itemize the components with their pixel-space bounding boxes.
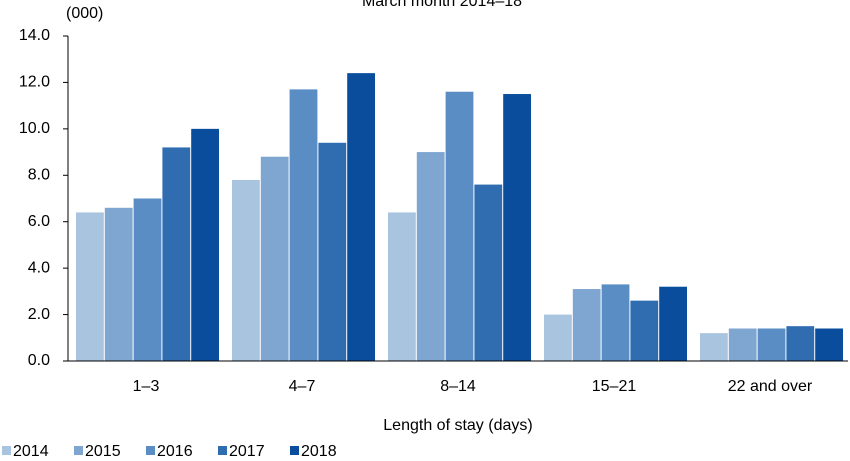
bar <box>76 212 104 361</box>
bar <box>659 286 687 361</box>
legend-label: 2017 <box>229 443 265 460</box>
bar <box>232 179 260 361</box>
bar <box>601 284 630 361</box>
y-tick-label: 6.0 <box>28 213 50 230</box>
y-axis-label: (000) <box>66 5 103 22</box>
bar <box>786 326 815 361</box>
x-tick-label: 4–7 <box>289 378 316 395</box>
x-tick-label: 22 and over <box>728 378 813 395</box>
bar <box>700 333 728 361</box>
legend-label: 2018 <box>301 443 337 460</box>
bar <box>728 328 757 361</box>
bar <box>815 328 843 361</box>
bar <box>388 212 416 361</box>
x-axis-label: Length of stay (days) <box>383 417 532 434</box>
y-tick-label: 8.0 <box>28 167 50 184</box>
y-tick-label: 12.0 <box>19 74 50 91</box>
y-tick-label: 10.0 <box>19 120 50 137</box>
legend-label: 2014 <box>13 443 49 460</box>
legend-swatch <box>290 446 299 455</box>
y-tick-label: 14.0 <box>19 27 50 44</box>
chart-title: March month 2014–18 <box>362 0 522 10</box>
bar <box>445 91 474 361</box>
bar <box>347 73 375 362</box>
bar <box>133 198 162 361</box>
bar <box>544 314 572 361</box>
bar <box>162 147 191 361</box>
bar <box>630 300 659 361</box>
y-tick-label: 2.0 <box>28 306 50 323</box>
x-tick-label: 8–14 <box>440 378 476 395</box>
bar <box>191 128 219 361</box>
bar <box>416 152 445 361</box>
bar <box>572 289 601 361</box>
bar <box>289 89 318 362</box>
legend-label: 2016 <box>157 443 193 460</box>
legend-swatch <box>74 446 83 455</box>
bar <box>318 142 347 361</box>
legend-label: 2015 <box>85 443 121 460</box>
legend-swatch <box>146 446 155 455</box>
bar <box>104 207 133 361</box>
y-tick-label: 0.0 <box>28 352 50 369</box>
y-tick-label: 4.0 <box>28 259 50 276</box>
bar <box>757 328 786 361</box>
x-tick-label: 15–21 <box>592 378 637 395</box>
bar <box>503 94 531 362</box>
x-tick-label: 1–3 <box>133 378 160 395</box>
bar <box>260 156 289 361</box>
legend-swatch <box>218 446 227 455</box>
bar <box>474 184 503 361</box>
legend-swatch <box>2 446 11 455</box>
